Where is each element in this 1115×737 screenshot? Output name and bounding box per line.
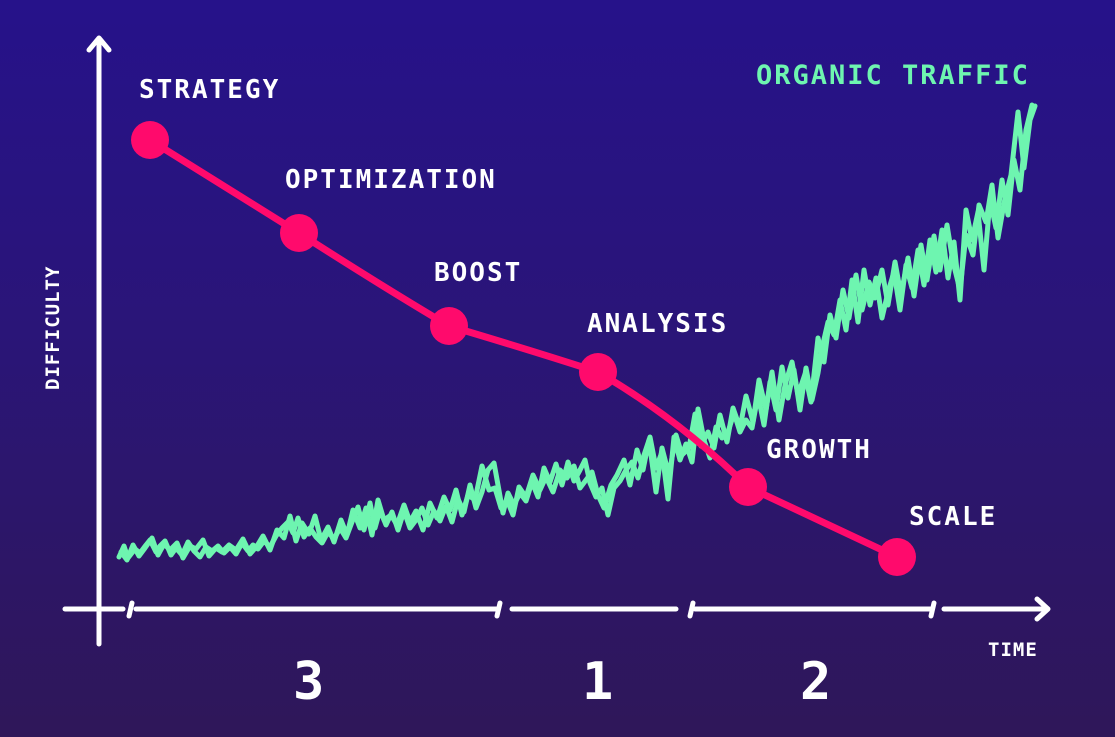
segment-label-3: 2: [800, 652, 832, 712]
stage-label-growth: GROWTH: [766, 435, 872, 465]
organic-traffic-line: [116, 102, 1038, 563]
x-axis-title: TIME: [988, 639, 1038, 661]
stage-node-scale[interactable]: [878, 538, 916, 576]
stage-label-boost: BOOST: [434, 258, 523, 288]
stage-label-optimization: OPTIMIZATION: [285, 165, 497, 195]
segment-label-2: 1: [582, 652, 614, 712]
segment-label-1: 3: [293, 652, 325, 712]
y-axis-arrow-icon: [86, 35, 112, 53]
stage-label-analysis: ANALYSIS: [587, 309, 729, 339]
y-axis-title: DIFFICULTY: [42, 265, 64, 390]
x-axis: [62, 596, 1051, 622]
stage-label-scale: SCALE: [909, 502, 998, 532]
stage-node-growth[interactable]: [729, 468, 767, 506]
stage-node-strategy[interactable]: [131, 121, 169, 159]
y-axis: [86, 35, 112, 647]
stage-label-strategy: STRATEGY: [139, 75, 281, 105]
stage-node-boost[interactable]: [430, 307, 468, 345]
stage-node-analysis[interactable]: [579, 353, 617, 391]
x-axis-arrow-icon: [1034, 596, 1051, 622]
difficulty-line: [131, 121, 916, 576]
stage-node-optimization[interactable]: [280, 214, 318, 252]
legend-organic-traffic: ORGANIC TRAFFIC: [756, 60, 1030, 91]
